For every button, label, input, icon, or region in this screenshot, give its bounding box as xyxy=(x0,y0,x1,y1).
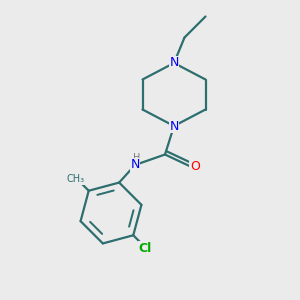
Text: H: H xyxy=(133,153,140,164)
Text: O: O xyxy=(190,160,200,173)
Text: N: N xyxy=(169,119,179,133)
Text: N: N xyxy=(130,158,140,172)
Text: CH₃: CH₃ xyxy=(67,174,85,184)
Text: N: N xyxy=(169,56,179,70)
Text: Cl: Cl xyxy=(138,242,152,255)
